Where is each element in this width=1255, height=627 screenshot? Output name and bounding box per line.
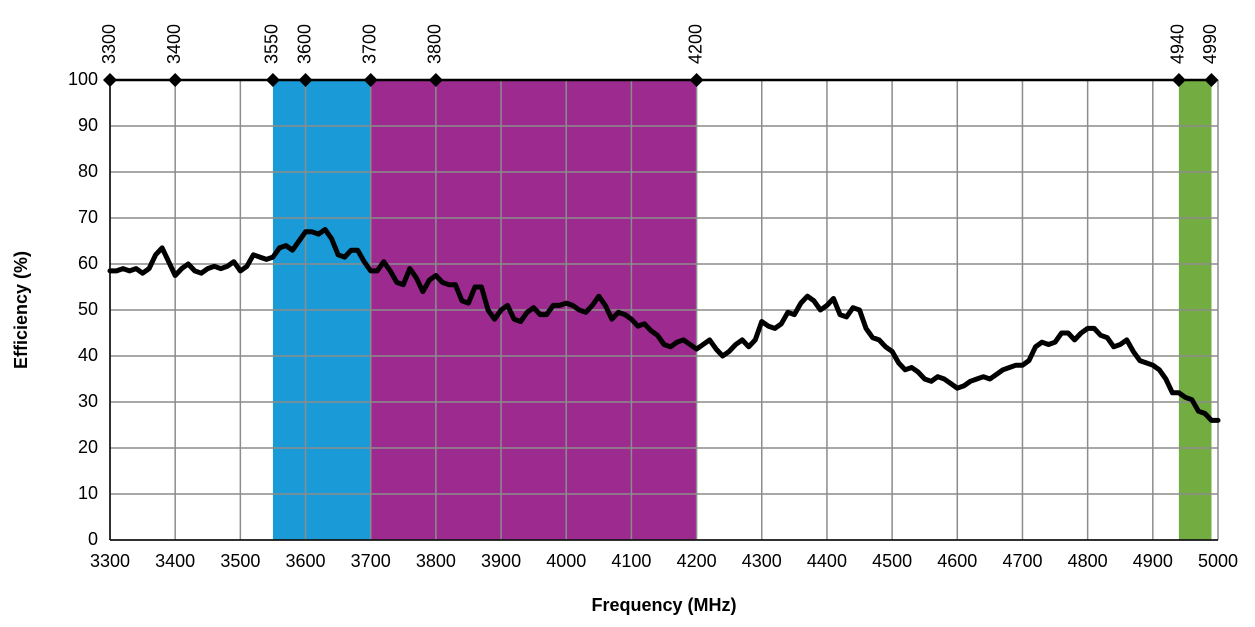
x-tick-label: 3600: [286, 551, 326, 571]
y-tick-label: 50: [78, 299, 98, 319]
top-tick-label: 3550: [262, 24, 282, 64]
top-marker: [265, 73, 280, 87]
top-tick-label: 3600: [294, 24, 314, 64]
x-tick-label: 4300: [742, 551, 782, 571]
x-tick-label: 3800: [416, 551, 456, 571]
y-tick-label: 0: [88, 529, 98, 549]
x-tick-label: 3300: [90, 551, 130, 571]
top-marker: [1171, 73, 1186, 87]
y-axis-title: Efficiency (%): [11, 251, 31, 369]
x-tick-label: 4000: [546, 551, 586, 571]
y-tick-label: 30: [78, 391, 98, 411]
x-axis-title: Frequency (MHz): [591, 595, 736, 615]
top-marker: [103, 73, 117, 87]
top-marker: [363, 73, 378, 87]
y-tick-label: 60: [78, 253, 98, 273]
x-tick-label: 4200: [677, 551, 717, 571]
x-tick-label: 5000: [1198, 551, 1238, 571]
y-tick-label: 70: [78, 207, 98, 227]
x-tick-label: 4100: [611, 551, 651, 571]
top-tick-label: 4200: [685, 24, 705, 64]
x-tick-label: 4400: [807, 551, 847, 571]
y-tick-label: 80: [78, 161, 98, 181]
x-tick-label: 4800: [1068, 551, 1108, 571]
y-tick-label: 10: [78, 483, 98, 503]
x-tick-label: 4700: [1002, 551, 1042, 571]
top-tick-label: 3400: [164, 24, 184, 64]
y-tick-label: 90: [78, 115, 98, 135]
y-tick-label: 40: [78, 345, 98, 365]
x-tick-label: 3700: [351, 551, 391, 571]
top-marker: [298, 73, 313, 87]
top-tick-label: 3300: [99, 24, 119, 64]
y-tick-label: 20: [78, 437, 98, 457]
top-tick-label: 4940: [1168, 24, 1188, 64]
x-tick-label: 3500: [220, 551, 260, 571]
top-tick-label: 3700: [359, 24, 379, 64]
top-marker: [1204, 73, 1219, 87]
top-marker: [428, 73, 443, 87]
x-tick-label: 3900: [481, 551, 521, 571]
top-marker: [168, 73, 183, 87]
x-tick-label: 4500: [872, 551, 912, 571]
y-tick-label: 100: [68, 69, 98, 89]
top-marker: [689, 73, 704, 87]
top-tick-label: 4990: [1200, 24, 1220, 64]
x-tick-label: 3400: [155, 551, 195, 571]
x-tick-label: 4600: [937, 551, 977, 571]
efficiency-line: [107, 227, 1221, 423]
top-tick-label: 3800: [425, 24, 445, 64]
x-tick-label: 4900: [1133, 551, 1173, 571]
